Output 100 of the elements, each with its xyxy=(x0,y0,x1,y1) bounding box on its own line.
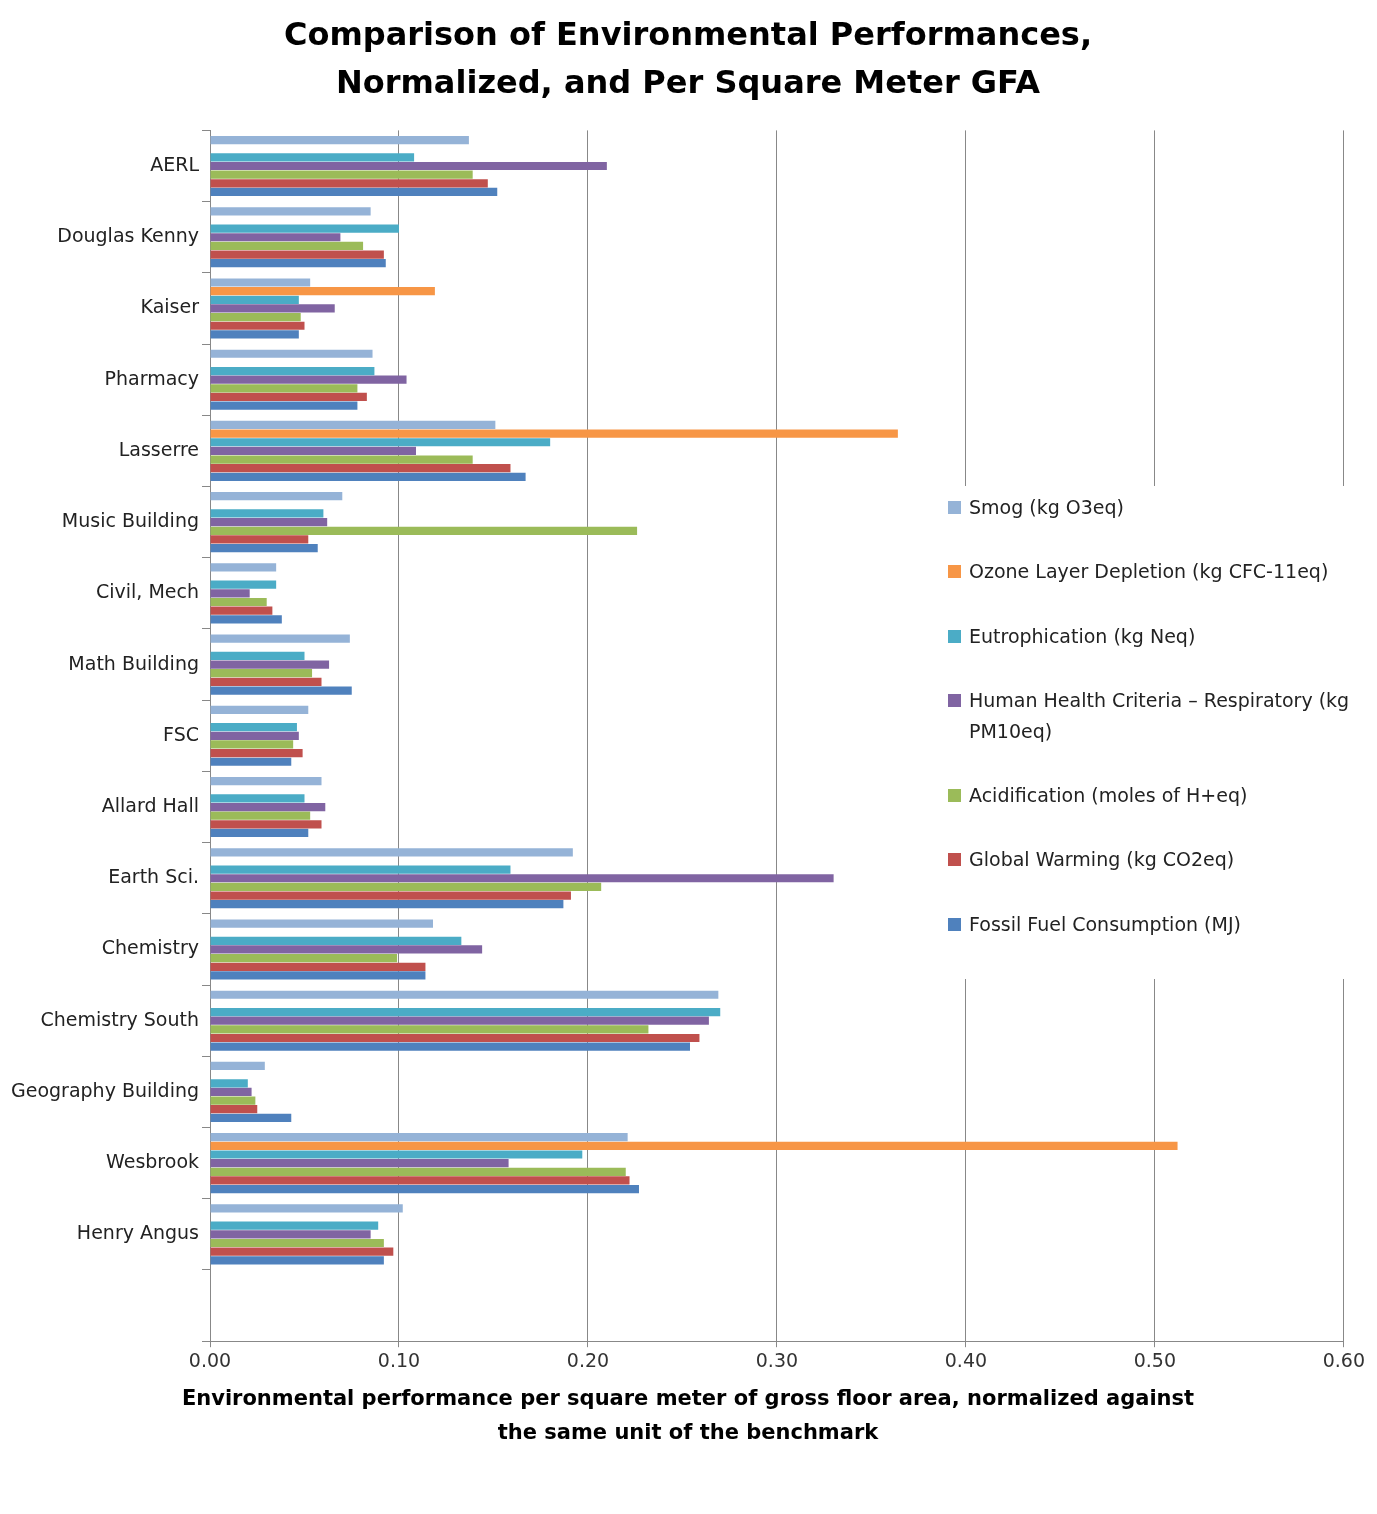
bar xyxy=(210,161,607,171)
legend-label: Ozone Layer Depletion (kg CFC-11eq) xyxy=(969,559,1329,585)
bar xyxy=(210,740,294,749)
bar xyxy=(210,526,638,535)
bar xyxy=(210,278,311,287)
bar xyxy=(210,865,511,874)
bar xyxy=(210,606,273,615)
bar xyxy=(210,669,313,678)
chart-title: Comparison of Environmental Performances, Normalized, and Per Square Meter GFA xyxy=(282,14,1094,103)
y-tick-label: Allard Hall xyxy=(101,793,200,816)
bar xyxy=(210,1176,630,1185)
bar xyxy=(210,1096,256,1105)
bar xyxy=(210,1033,700,1043)
bar xyxy=(210,1079,248,1088)
bar xyxy=(210,492,343,501)
bar xyxy=(210,634,350,643)
y-tick-label: AERL xyxy=(150,152,200,175)
bar xyxy=(210,794,305,803)
bar xyxy=(210,1256,384,1265)
bar xyxy=(210,259,386,268)
bar xyxy=(210,1150,583,1159)
bar xyxy=(210,535,309,544)
y-tick-label: Chemistry xyxy=(101,936,200,959)
legend-label: Smog (kg O3eq) xyxy=(969,495,1125,520)
bar xyxy=(210,563,277,572)
bar xyxy=(210,518,328,527)
bar xyxy=(210,660,330,669)
bar xyxy=(210,919,433,928)
bar xyxy=(210,802,326,812)
bar xyxy=(210,1061,265,1071)
bar xyxy=(210,589,250,598)
y-tick-label: Pharmacy xyxy=(104,366,200,389)
bar xyxy=(210,438,551,447)
bar xyxy=(210,1007,721,1017)
bar xyxy=(210,543,318,553)
bar xyxy=(210,135,469,145)
bar xyxy=(210,207,371,216)
bar xyxy=(210,304,335,313)
bar xyxy=(210,828,309,838)
bar xyxy=(210,1184,639,1194)
bar xyxy=(210,891,571,900)
bar xyxy=(210,723,297,732)
bar xyxy=(210,971,426,980)
bar xyxy=(210,874,834,883)
bar xyxy=(210,1247,394,1256)
bar xyxy=(210,313,301,322)
bar xyxy=(210,1230,371,1239)
bar xyxy=(210,990,719,999)
bar xyxy=(210,615,282,624)
bar xyxy=(210,757,292,766)
y-tick-label: Douglas Kenny xyxy=(57,224,200,247)
bar xyxy=(210,429,898,438)
bar xyxy=(210,287,435,296)
y-tick-label: Kaiser xyxy=(140,295,200,318)
bar xyxy=(210,153,415,162)
legend-label: Eutrophication (kg Neq) xyxy=(969,623,1196,649)
bar xyxy=(210,375,407,384)
bar xyxy=(210,250,384,259)
y-tick-label: Civil, Mech xyxy=(96,580,200,603)
bar xyxy=(210,509,324,518)
bar xyxy=(210,776,322,786)
legend-label: Acidification (moles of H+eq) xyxy=(969,782,1248,808)
bar xyxy=(210,705,309,714)
bar xyxy=(210,321,305,330)
bar xyxy=(210,366,375,376)
bar xyxy=(210,811,311,820)
bar xyxy=(210,677,322,686)
bar xyxy=(210,686,352,695)
bar xyxy=(210,954,398,963)
bar xyxy=(210,170,473,179)
bar xyxy=(210,295,299,304)
y-tick-label: Wesbrook xyxy=(106,1150,200,1173)
bar xyxy=(210,224,399,233)
y-tick-label: Lasserre xyxy=(118,437,200,460)
bar xyxy=(210,820,322,829)
bar xyxy=(210,241,364,250)
y-tick-label: FSC xyxy=(163,722,200,745)
bar xyxy=(210,1141,1178,1150)
bar xyxy=(210,446,416,456)
x-tick-label: 0.30 xyxy=(755,1348,799,1371)
bar xyxy=(210,472,526,481)
bar xyxy=(210,580,277,589)
bar xyxy=(210,848,573,857)
x-tick-label: 0.20 xyxy=(566,1348,610,1371)
bar xyxy=(210,1204,403,1213)
bar xyxy=(210,748,303,758)
bar xyxy=(210,731,299,740)
bar xyxy=(210,1167,626,1176)
bar xyxy=(210,1087,252,1097)
bar xyxy=(210,330,299,339)
bar xyxy=(210,1159,509,1168)
bar xyxy=(210,464,511,473)
bar xyxy=(210,1025,649,1034)
x-tick-label: 0.10 xyxy=(377,1348,421,1371)
bar xyxy=(210,597,267,607)
bar xyxy=(210,1016,709,1025)
y-tick-label: Math Building xyxy=(68,651,200,674)
x-tick-label: 0.40 xyxy=(944,1348,988,1371)
bar xyxy=(210,179,488,188)
legend-label: Global Warming (kg CO2eq) xyxy=(969,847,1235,873)
